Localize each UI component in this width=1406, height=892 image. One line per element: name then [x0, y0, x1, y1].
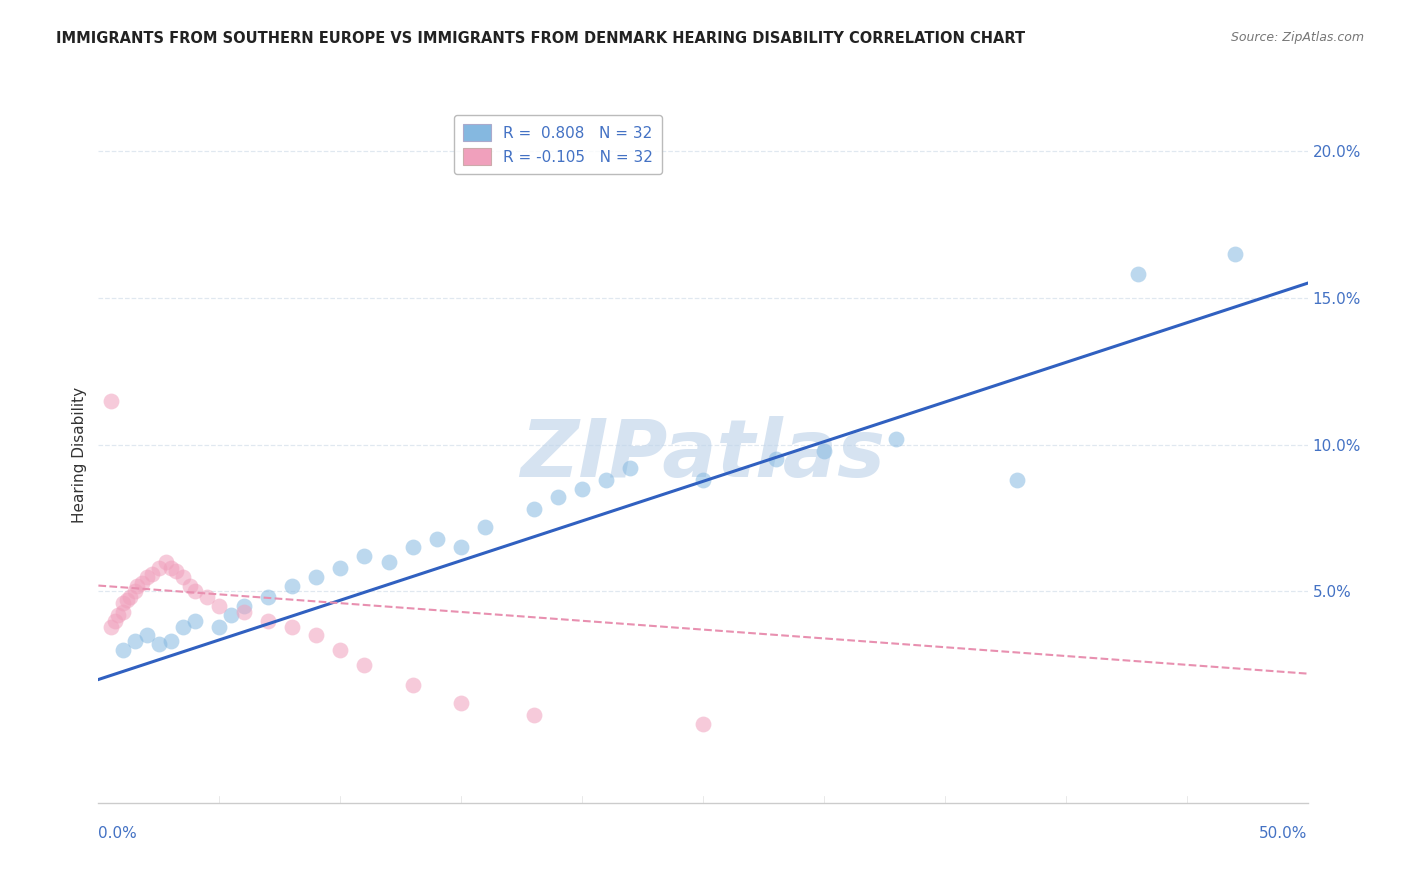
Point — [111, 643, 134, 657]
Point — [305, 628, 328, 642]
Point — [256, 591, 278, 605]
Point — [100, 620, 122, 634]
Point — [131, 575, 153, 590]
Point — [547, 491, 569, 505]
Point — [208, 599, 231, 613]
Point — [353, 549, 375, 564]
Point — [179, 578, 201, 592]
Point — [886, 432, 908, 446]
Point — [124, 634, 146, 648]
Point — [571, 482, 593, 496]
Point — [426, 532, 449, 546]
Point — [208, 620, 231, 634]
Text: IMMIGRANTS FROM SOUTHERN EUROPE VS IMMIGRANTS FROM DENMARK HEARING DISABILITY CO: IMMIGRANTS FROM SOUTHERN EUROPE VS IMMIG… — [56, 31, 1025, 46]
Point — [450, 541, 472, 555]
Point — [118, 591, 141, 605]
Text: 0.0%: 0.0% — [98, 826, 138, 841]
Point — [692, 716, 714, 731]
Point — [256, 614, 278, 628]
Point — [124, 584, 146, 599]
Point — [353, 657, 375, 672]
Point — [184, 584, 207, 599]
Text: 50.0%: 50.0% — [1260, 826, 1308, 841]
Point — [135, 570, 157, 584]
Point — [155, 555, 177, 569]
Point — [523, 502, 546, 516]
Point — [160, 561, 183, 575]
Point — [221, 607, 243, 622]
Point — [160, 634, 183, 648]
Point — [692, 473, 714, 487]
Point — [1128, 268, 1150, 282]
Y-axis label: Hearing Disability: Hearing Disability — [72, 387, 87, 523]
Point — [104, 614, 127, 628]
Point — [1223, 247, 1246, 261]
Point — [141, 566, 163, 581]
Point — [172, 620, 194, 634]
Text: Source: ZipAtlas.com: Source: ZipAtlas.com — [1230, 31, 1364, 45]
Point — [117, 593, 139, 607]
Point — [329, 643, 352, 657]
Point — [619, 461, 641, 475]
Point — [148, 561, 170, 575]
Point — [813, 443, 835, 458]
Point — [377, 555, 399, 569]
Point — [172, 570, 194, 584]
Point — [232, 605, 254, 619]
Point — [523, 707, 546, 722]
Point — [765, 452, 787, 467]
Point — [184, 614, 207, 628]
Point — [1007, 473, 1029, 487]
Point — [329, 561, 352, 575]
Point — [281, 578, 304, 592]
Point — [165, 564, 187, 578]
Point — [281, 620, 304, 634]
Point — [111, 605, 134, 619]
Point — [127, 578, 149, 592]
Text: ZIPatlas: ZIPatlas — [520, 416, 886, 494]
Point — [107, 607, 129, 622]
Point — [402, 541, 425, 555]
Point — [100, 393, 122, 408]
Legend: R =  0.808   N = 32, R = -0.105   N = 32: R = 0.808 N = 32, R = -0.105 N = 32 — [454, 115, 662, 175]
Point — [232, 599, 254, 613]
Point — [135, 628, 157, 642]
Point — [595, 473, 617, 487]
Point — [195, 591, 218, 605]
Point — [474, 520, 496, 534]
Point — [305, 570, 328, 584]
Point — [148, 637, 170, 651]
Point — [450, 696, 472, 710]
Point — [402, 678, 425, 692]
Point — [111, 596, 134, 610]
